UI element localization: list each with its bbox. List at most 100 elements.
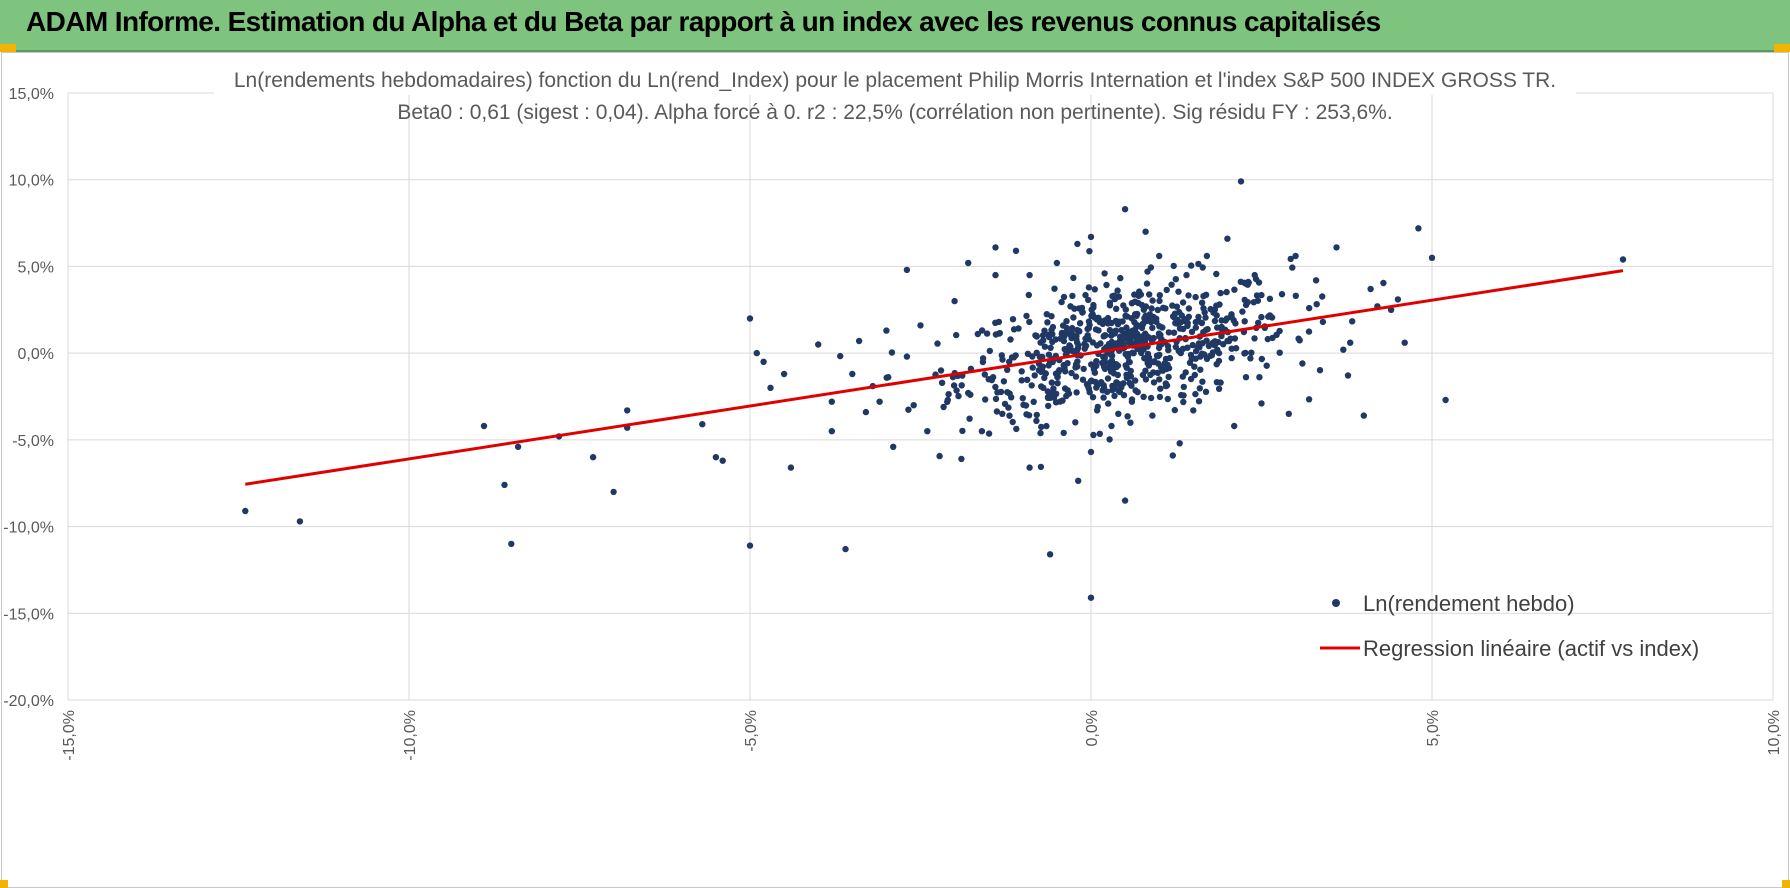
- scatter-point: [1147, 371, 1154, 378]
- scatter-point: [1114, 362, 1122, 369]
- scatter-point: [1041, 327, 1048, 334]
- scatter-point: [1180, 383, 1188, 391]
- scatter-point: [1008, 394, 1015, 401]
- scatter-point: [1180, 398, 1187, 406]
- scatter-point: [1299, 360, 1306, 367]
- scatter-point: [753, 349, 760, 357]
- legend-marker-points: [1332, 599, 1340, 607]
- scatter-point: [1223, 288, 1230, 296]
- scatter-point: [1157, 364, 1165, 371]
- scatter-point: [1009, 418, 1016, 426]
- scatter-point: [1142, 335, 1149, 342]
- scatter-point: [1171, 406, 1179, 414]
- scatter-point: [699, 421, 706, 428]
- scatter-point: [1087, 594, 1095, 601]
- scatter-point: [978, 428, 986, 435]
- scatter-point: [1093, 407, 1101, 414]
- scatter-point: [1025, 291, 1032, 299]
- scatter-point: [1038, 423, 1045, 431]
- scatter-point: [986, 347, 993, 355]
- scatter-point: [1006, 412, 1013, 419]
- scatter-point: [1031, 372, 1038, 379]
- scatter-point: [1149, 297, 1156, 304]
- header-accent-left: [0, 44, 16, 52]
- scatter-point: [1127, 419, 1134, 426]
- scatter-point: [1177, 319, 1184, 326]
- scatter-point: [1041, 374, 1048, 381]
- corner-marker-bottom-right: [1782, 880, 1790, 888]
- scatter-point: [1333, 244, 1340, 251]
- scatter-point: [1253, 292, 1261, 299]
- scatter-point: [890, 443, 897, 450]
- scatter-point: [1428, 254, 1436, 261]
- scatter-point: [1073, 389, 1080, 396]
- scatter-point: [1062, 368, 1069, 375]
- scatter-point: [1063, 318, 1070, 325]
- scatter-point: [1241, 318, 1248, 325]
- scatter-point: [1125, 350, 1132, 358]
- scatter-point: [938, 379, 946, 386]
- scatter-point: [1106, 326, 1114, 334]
- y-tick-label: -5,0%: [12, 433, 54, 450]
- scatter-point: [508, 540, 515, 548]
- scatter-point: [1090, 431, 1097, 439]
- scatter-point: [746, 315, 754, 322]
- scatter-point: [958, 455, 965, 463]
- scatter-point: [1052, 336, 1059, 343]
- scatter-point: [1044, 388, 1052, 395]
- scatter-point: [1252, 275, 1260, 283]
- scatter-point: [1312, 277, 1320, 284]
- scatter-point: [1007, 336, 1014, 343]
- scatter-point: [1256, 374, 1263, 381]
- scatter-point: [480, 422, 488, 430]
- scatter-point: [1101, 355, 1108, 362]
- scatter-point: [1196, 385, 1204, 392]
- scatter-point: [1156, 252, 1163, 260]
- scatter-point: [1156, 393, 1164, 401]
- scatter-point: [1026, 271, 1033, 279]
- scatter-point: [1149, 412, 1156, 419]
- scatter-point: [1217, 289, 1224, 297]
- scatter-point: [1237, 278, 1245, 285]
- scatter-point: [966, 415, 973, 422]
- scatter-point: [1026, 318, 1033, 326]
- scatter-point: [1150, 314, 1157, 321]
- scatter-point: [936, 452, 943, 460]
- scatter-point: [1048, 326, 1055, 334]
- scatter-point: [1069, 292, 1076, 300]
- scatter-point: [1157, 385, 1164, 392]
- scatter-point: [1198, 299, 1206, 306]
- scatter-point: [1367, 285, 1374, 293]
- scatter-point: [1227, 335, 1234, 342]
- scatter-point: [1141, 315, 1148, 322]
- scatter-point: [1088, 377, 1095, 384]
- scatter-point: [1131, 319, 1138, 326]
- scatter-point: [1176, 325, 1184, 332]
- scatter-point: [1023, 376, 1031, 383]
- scatter-point: [1306, 304, 1313, 312]
- scatter-point: [1082, 291, 1089, 299]
- scatter-point: [746, 542, 754, 549]
- scatter-point: [1232, 345, 1240, 352]
- scatter-point: [903, 353, 911, 360]
- scatter-point: [1005, 404, 1012, 411]
- x-tick-label: 0,0%: [1084, 710, 1101, 746]
- scatter-point: [989, 374, 997, 381]
- scatter-point: [1170, 262, 1177, 270]
- scatter-point: [950, 382, 958, 389]
- scatter-point: [1072, 419, 1079, 426]
- scatter-point: [1101, 270, 1108, 277]
- scatter-point: [1258, 355, 1266, 363]
- scatter-point: [1192, 390, 1199, 398]
- scatter-point: [1023, 411, 1030, 418]
- scatter-point: [1079, 309, 1086, 316]
- scatter-point: [828, 398, 835, 405]
- scatter-point: [1195, 318, 1203, 325]
- scatter-point: [1070, 274, 1077, 282]
- scatter-point: [1114, 287, 1121, 294]
- scatter-point: [1254, 297, 1262, 304]
- scatter-point: [1092, 326, 1100, 333]
- chart-area: Ln(rendements hebdomadaires) fonction du…: [1, 52, 1789, 888]
- scatter-point: [1059, 322, 1067, 329]
- scatter-point: [997, 388, 1005, 396]
